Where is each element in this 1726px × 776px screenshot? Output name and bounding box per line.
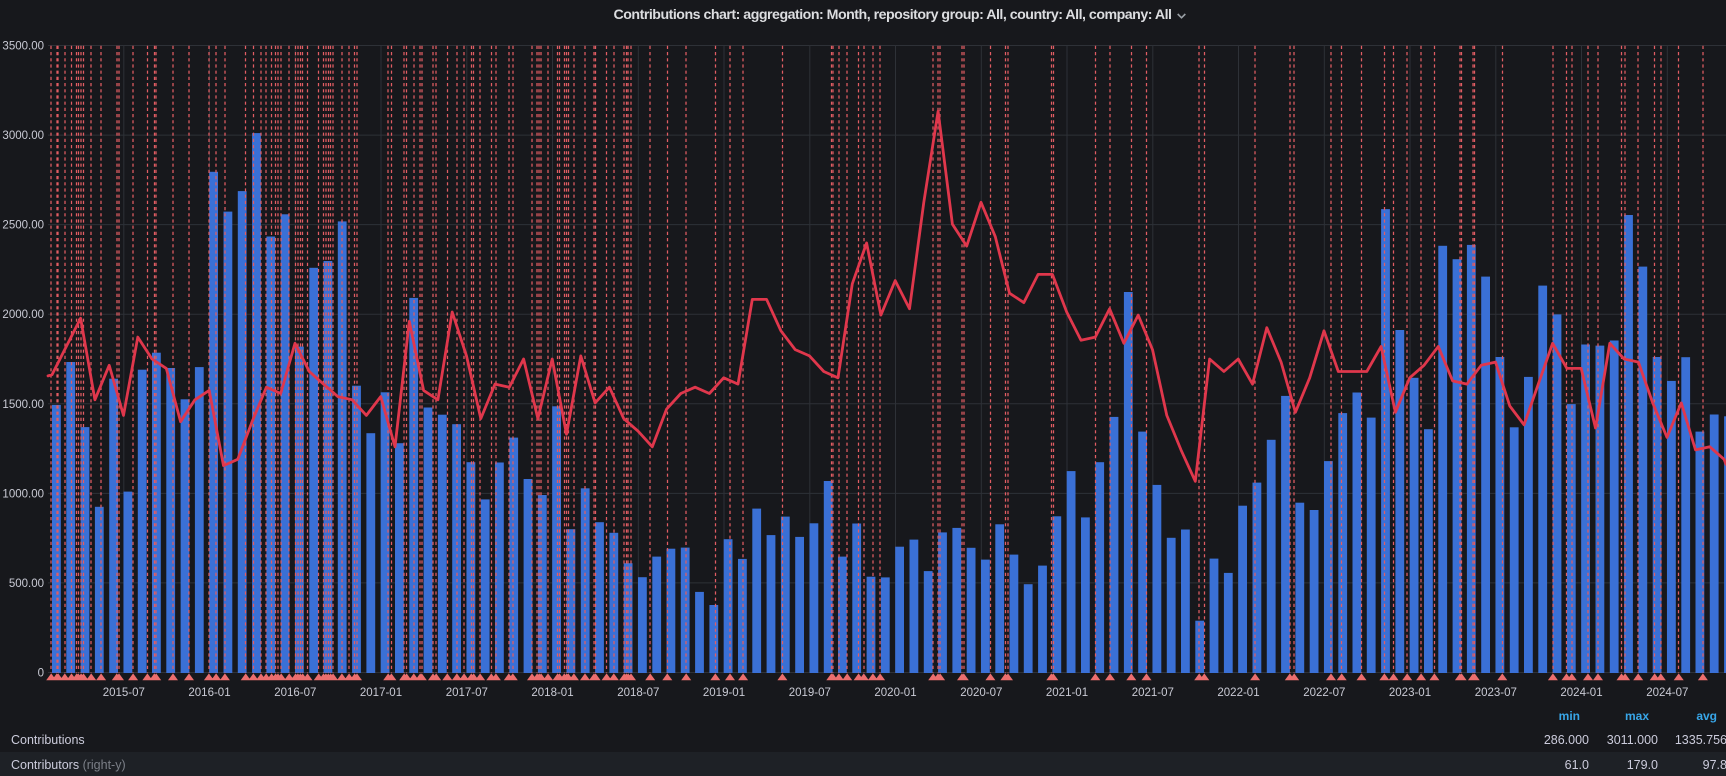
svg-text:2023-07: 2023-07: [1475, 687, 1517, 699]
svg-text:2000.00: 2000.00: [2, 309, 44, 321]
svg-text:2016-07: 2016-07: [274, 687, 316, 699]
svg-text:2020-01: 2020-01: [874, 687, 916, 699]
svg-text:2022-07: 2022-07: [1303, 687, 1345, 699]
svg-text:2022-01: 2022-01: [1217, 687, 1259, 699]
svg-text:1000.00: 1000.00: [2, 488, 44, 500]
svg-text:2500.00: 2500.00: [2, 220, 44, 232]
svg-text:500.00: 500.00: [9, 578, 44, 590]
svg-text:2024-01: 2024-01: [1560, 687, 1602, 699]
svg-text:1500.00: 1500.00: [2, 399, 44, 411]
svg-text:2021-07: 2021-07: [1132, 687, 1174, 699]
svg-text:2017-07: 2017-07: [446, 687, 488, 699]
svg-text:2015-07: 2015-07: [103, 687, 145, 699]
svg-text:2018-07: 2018-07: [617, 687, 659, 699]
svg-text:2023-01: 2023-01: [1389, 687, 1431, 699]
svg-text:2018-01: 2018-01: [531, 687, 573, 699]
svg-text:2019-07: 2019-07: [789, 687, 831, 699]
svg-text:2019-01: 2019-01: [703, 687, 745, 699]
svg-text:3000.00: 3000.00: [2, 130, 44, 142]
svg-text:2020-07: 2020-07: [960, 687, 1002, 699]
svg-text:0: 0: [38, 668, 44, 680]
svg-text:2024-07: 2024-07: [1646, 687, 1688, 699]
svg-text:2016-01: 2016-01: [188, 687, 230, 699]
svg-text:2017-01: 2017-01: [360, 687, 402, 699]
svg-text:3500.00: 3500.00: [2, 41, 44, 53]
svg-text:2021-01: 2021-01: [1046, 687, 1088, 699]
